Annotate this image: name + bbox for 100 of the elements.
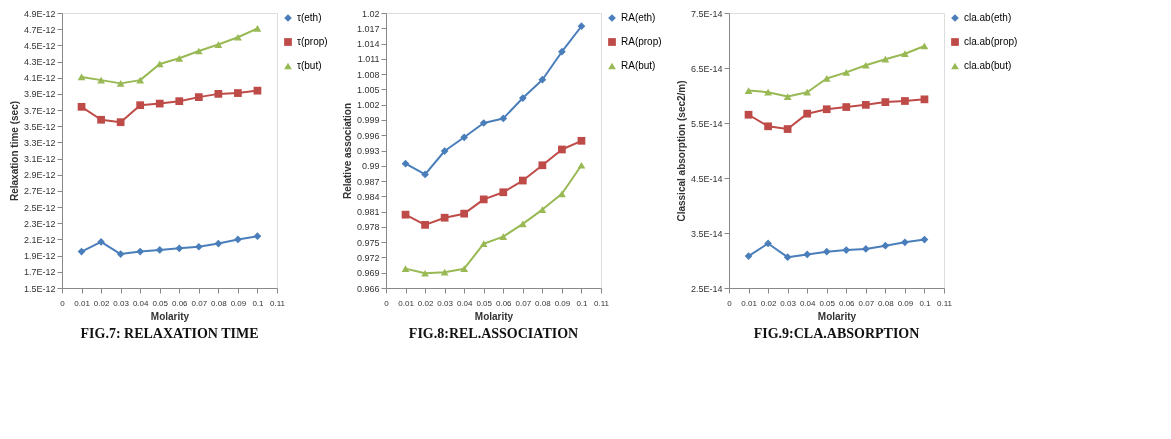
point (479, 195, 488, 204)
x-tick-label: 0.07 (191, 298, 208, 308)
point (421, 170, 429, 179)
y-axis-title: Classical absorption (sec2/m) (675, 80, 687, 222)
y-tick-label: 0.969 (356, 268, 380, 279)
x-tick-label: 0 (60, 298, 66, 308)
y-tick-label: 2.7E-12 (23, 186, 56, 197)
point (558, 190, 566, 198)
y-tick-label: 1.002 (356, 100, 380, 111)
x-tick-label: 0.05 (819, 298, 836, 308)
x-tick-label: 0.11 (937, 298, 953, 308)
point (518, 94, 527, 102)
point (518, 176, 527, 185)
y-tick-label: 4.1E-12 (23, 73, 56, 84)
y-tick-label: 4.3E-12 (23, 57, 56, 68)
legend-label: cla.ab(eth) (964, 12, 1012, 23)
y-tick-label: 1.9E-12 (23, 251, 56, 262)
x-tick-label: 0.02 (760, 298, 777, 308)
y-tick-label: 0.993 (356, 146, 380, 156)
text: FIG.8:REL.ASSOCIATION (408, 326, 579, 341)
y-tick-label: 7.5E-14 (690, 8, 723, 19)
y-tick-label: 3.3E-12 (23, 137, 56, 148)
y-tick-label: 2.5E-12 (23, 202, 56, 213)
y-tick-label: 0.996 (356, 130, 380, 141)
y-tick-label: 1.02 (361, 8, 380, 19)
y-tick-label: 0.987 (356, 176, 380, 187)
x-tick-label: 0.1 (252, 298, 265, 308)
x-tick-label: 0.01 (74, 298, 91, 308)
x-tick-label: 0.03 (113, 298, 130, 308)
point (440, 268, 449, 276)
legend-label: τ(but) (297, 60, 322, 71)
x-axis-title: Molarity (474, 310, 514, 322)
y-tick-label: 4.7E-12 (23, 24, 56, 35)
x-tick-label: 0.08 (211, 298, 228, 308)
legend-label: RA(but) (621, 60, 656, 71)
x-tick-label: 0.11 (594, 298, 610, 308)
x-tick-label: 0.02 (93, 298, 110, 308)
point (538, 75, 547, 84)
x-tick-label: 0.06 (495, 298, 513, 308)
x-tick-label: 0.09 (897, 298, 914, 308)
x-tick-label: 0.06 (838, 298, 856, 308)
y-tick-label: 3.5E-14 (690, 228, 723, 239)
y-tick-label: 4.5E-12 (23, 40, 56, 51)
x-tick-label: 0.08 (535, 298, 552, 308)
x-tick-label: 0.09 (230, 298, 247, 308)
text: FIG.7: RELAXATION TIME (80, 326, 259, 341)
point (499, 233, 508, 240)
y-tick-label: 2.3E-12 (23, 218, 56, 229)
legend-label: τ(eth) (297, 12, 322, 23)
y-tick-label: 1.017 (356, 23, 380, 34)
legend-label: τ(prop) (297, 36, 328, 47)
x-tick-label: 0.06 (171, 298, 189, 308)
point (421, 220, 429, 229)
y-tick-label: 0.99 (361, 161, 380, 172)
x-tick-label: 0.07 (515, 298, 532, 308)
y-tick-label: 2.1E-12 (23, 234, 56, 245)
y-tick-label: 2.5E-14 (690, 283, 723, 294)
x-axis-title: Molarity (150, 310, 190, 322)
legend-label: cla.ab(but) (964, 60, 1012, 71)
y-tick-label: 3.5E-12 (23, 121, 56, 132)
y-tick-label: 1.7E-12 (23, 267, 56, 278)
x-tick-label: 0.04 (456, 298, 474, 308)
x-axis-title: Molarity (817, 310, 857, 322)
y-tick-label: 4.9E-12 (23, 8, 56, 19)
legend-label: RA(eth) (621, 12, 656, 23)
point (460, 133, 469, 142)
y-tick-label: 1.5E-12 (23, 283, 56, 294)
point (421, 269, 429, 277)
y-tick-label: 0.999 (356, 115, 380, 126)
x-tick-label: 0.1 (919, 298, 932, 308)
point (538, 206, 547, 213)
point (460, 209, 469, 218)
y-tick-label: 0.981 (356, 207, 380, 218)
y-tick-label: 3.7E-12 (23, 105, 56, 116)
y-tick-label: 1.008 (356, 69, 380, 80)
y-tick-label: 6.5E-14 (690, 63, 723, 74)
y-tick-label: 4.5E-14 (690, 173, 723, 184)
point (401, 210, 410, 219)
point (577, 136, 586, 145)
point (499, 188, 508, 197)
point (558, 47, 566, 56)
x-tick-label: 0.1 (576, 298, 589, 308)
x-tick-label: 0.05 (476, 298, 493, 308)
x-tick-label: 0.01 (398, 298, 415, 308)
point (479, 240, 488, 248)
y-tick-label: 2.9E-12 (23, 170, 56, 181)
point (499, 114, 508, 123)
point (538, 161, 547, 170)
y-tick-label: 0.966 (356, 283, 380, 294)
y-tick-label: 5.5E-14 (690, 118, 723, 129)
x-tick-label: 0.09 (554, 298, 571, 308)
point (479, 119, 488, 127)
x-tick-label: 0.01 (741, 298, 758, 308)
point (577, 161, 586, 169)
y-tick-label: 3.9E-12 (23, 89, 56, 100)
point (460, 265, 469, 272)
point (518, 220, 527, 228)
x-tick-label: 0.08 (878, 298, 895, 308)
y-tick-label: 0.978 (356, 222, 380, 233)
legend-label: cla.ab(prop) (964, 36, 1018, 47)
